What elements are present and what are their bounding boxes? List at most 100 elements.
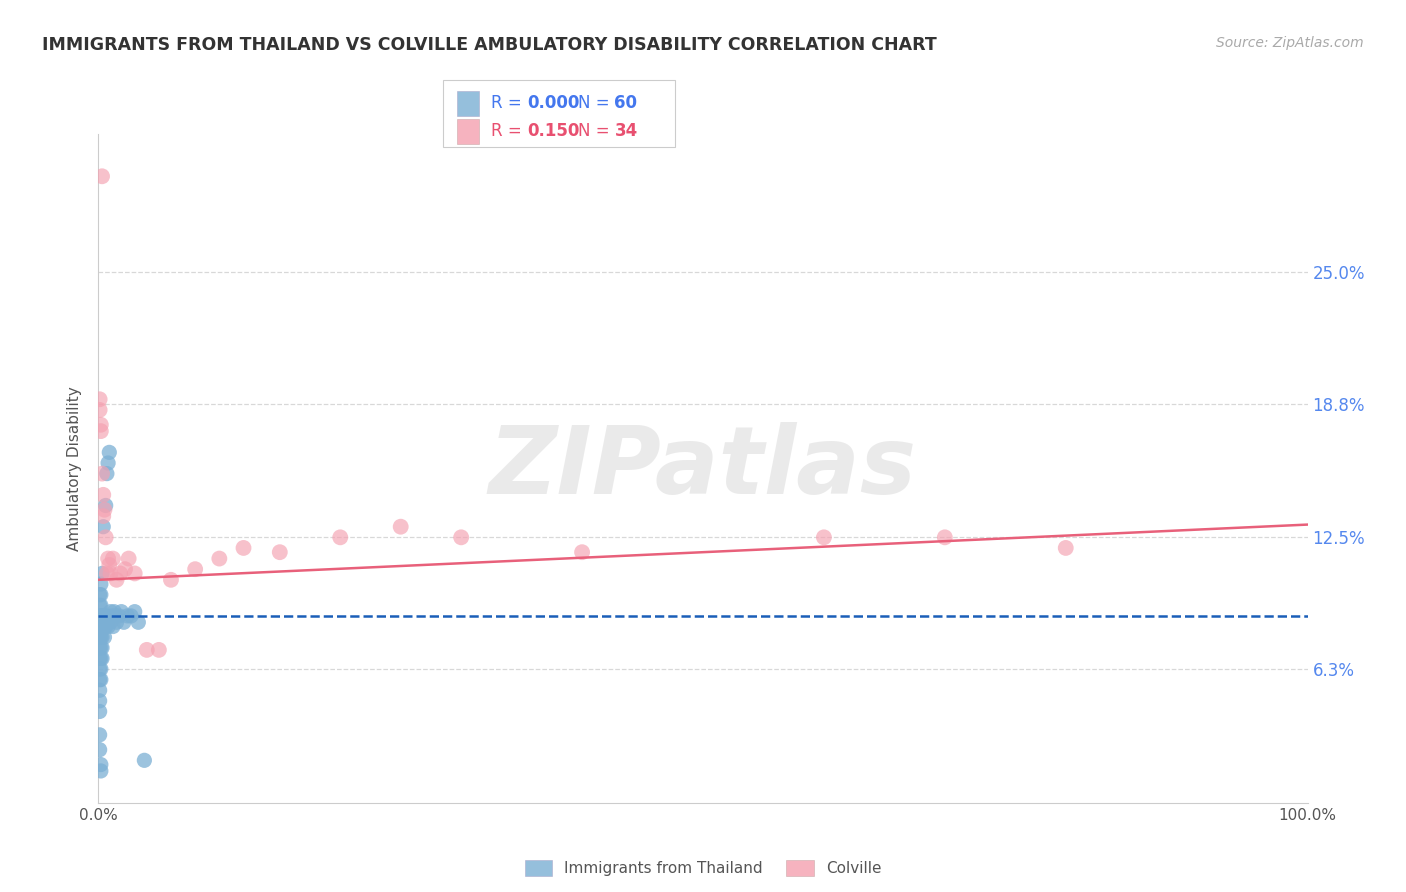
Point xyxy=(91,467,114,481)
Point xyxy=(110,605,132,619)
Point xyxy=(89,588,111,602)
Point xyxy=(91,509,114,524)
Point xyxy=(90,599,112,613)
Point xyxy=(105,573,128,587)
Point xyxy=(89,673,111,687)
Point xyxy=(571,545,593,559)
Point xyxy=(93,630,115,644)
Text: N =: N = xyxy=(578,121,614,140)
Point xyxy=(450,530,472,544)
Point xyxy=(89,608,111,623)
Point xyxy=(112,615,135,630)
Point xyxy=(90,588,112,602)
Point xyxy=(91,630,114,644)
Point xyxy=(160,573,183,587)
Point xyxy=(94,499,117,513)
Text: N =: N = xyxy=(578,94,614,112)
Point xyxy=(108,566,131,581)
Point xyxy=(91,608,114,623)
Point xyxy=(934,530,956,544)
Point xyxy=(98,558,121,572)
Point xyxy=(117,608,139,623)
Legend: Immigrants from Thailand, Colville: Immigrants from Thailand, Colville xyxy=(519,854,887,882)
Point xyxy=(90,619,112,633)
Text: IMMIGRANTS FROM THAILAND VS COLVILLE AMBULATORY DISABILITY CORRELATION CHART: IMMIGRANTS FROM THAILAND VS COLVILLE AMB… xyxy=(42,36,936,54)
Point xyxy=(91,488,114,502)
Point xyxy=(127,615,149,630)
Point xyxy=(101,619,124,633)
Point xyxy=(90,608,112,623)
Point xyxy=(89,640,111,655)
Text: ZIPatlas: ZIPatlas xyxy=(489,422,917,515)
Point xyxy=(90,630,112,644)
Point xyxy=(91,169,114,184)
Point xyxy=(269,545,291,559)
Point xyxy=(148,643,170,657)
Point xyxy=(89,742,111,756)
Point xyxy=(90,424,112,438)
Point xyxy=(90,640,112,655)
Point xyxy=(91,566,114,581)
Point xyxy=(389,519,412,533)
Point xyxy=(208,551,231,566)
Point xyxy=(134,753,156,767)
Point xyxy=(135,643,157,657)
Point xyxy=(91,608,114,623)
Point xyxy=(104,608,127,623)
Point xyxy=(100,566,122,581)
Text: R =: R = xyxy=(491,121,527,140)
Point xyxy=(124,605,146,619)
Point xyxy=(96,608,118,623)
Point xyxy=(91,640,114,655)
Point xyxy=(89,619,111,633)
Point xyxy=(813,530,835,544)
Point xyxy=(90,651,112,665)
Point xyxy=(93,619,115,633)
Point xyxy=(90,417,112,432)
Point xyxy=(89,651,111,665)
Point xyxy=(89,403,111,417)
Point xyxy=(89,694,111,708)
Point xyxy=(97,619,120,633)
Point xyxy=(90,577,112,591)
Point xyxy=(1054,541,1077,555)
Text: 34: 34 xyxy=(614,121,638,140)
Text: 0.150: 0.150 xyxy=(527,121,579,140)
Point xyxy=(100,615,122,630)
Point xyxy=(91,651,114,665)
Point xyxy=(90,764,112,778)
Point xyxy=(94,619,117,633)
Point xyxy=(105,615,128,630)
Point xyxy=(120,608,142,623)
Point xyxy=(103,605,125,619)
Point xyxy=(89,392,111,407)
Point xyxy=(89,599,111,613)
Point xyxy=(118,551,141,566)
Point xyxy=(89,705,111,719)
Point xyxy=(89,728,111,742)
Point xyxy=(89,683,111,698)
Point xyxy=(98,445,121,459)
Point xyxy=(90,662,112,676)
Point xyxy=(91,619,114,633)
Point xyxy=(97,456,120,470)
Text: R =: R = xyxy=(491,94,527,112)
Point xyxy=(101,551,124,566)
Point xyxy=(232,541,254,555)
Point xyxy=(97,551,120,566)
Point xyxy=(89,662,111,676)
Point xyxy=(124,566,146,581)
Point xyxy=(114,562,136,576)
Point xyxy=(96,566,118,581)
Text: 60: 60 xyxy=(614,94,637,112)
Point xyxy=(100,608,122,623)
Text: 0.000: 0.000 xyxy=(527,94,579,112)
Point xyxy=(93,608,115,623)
Point xyxy=(90,757,112,772)
Point xyxy=(329,530,352,544)
Point xyxy=(108,608,131,623)
Point xyxy=(96,467,118,481)
Point xyxy=(89,630,111,644)
Point xyxy=(100,605,122,619)
Point xyxy=(94,530,117,544)
